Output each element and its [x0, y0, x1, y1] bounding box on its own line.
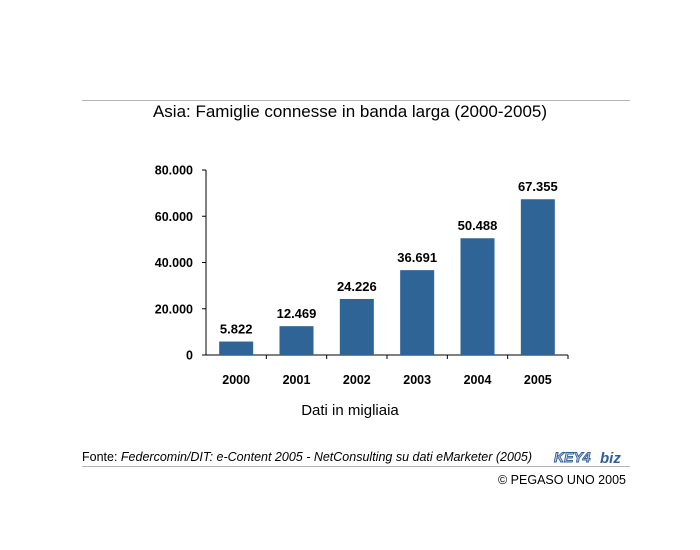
y-tick-label: 60.000: [155, 210, 193, 224]
x-tick-label: 2001: [283, 373, 311, 387]
y-tick-label: 40.000: [155, 256, 193, 270]
data-label: 50.488: [458, 218, 498, 233]
source-text: Federcomin/DIT: e-Content 2005 - NetCons…: [120, 450, 532, 464]
data-label: 12.469: [277, 306, 317, 321]
key4biz-logo: KEY4 biz: [554, 449, 622, 467]
y-tick-label: 20.000: [155, 302, 193, 316]
bar: [339, 298, 374, 355]
chart-title: Asia: Famiglie connesse in banda larga (…: [152, 102, 548, 121]
x-tick-label: 2004: [464, 373, 492, 387]
data-label: 5.822: [220, 322, 253, 337]
y-tick-label: 0: [186, 349, 193, 363]
source-prefix: Fonte:: [82, 450, 121, 464]
bar: [460, 238, 495, 355]
x-tick-label: 2005: [524, 373, 552, 387]
source-note: Fonte: Federcomin/DIT: e-Content 2005 - …: [82, 449, 532, 465]
logo-key-text: KEY4: [554, 449, 591, 465]
copyright: © PEGASO UNO 2005: [497, 473, 626, 487]
top-divider: [82, 100, 630, 101]
bar-chart: 0 20.000 40.000 60.000 80.000 5.822 2000 12.469…: [155, 164, 569, 387]
data-label: 24.226: [337, 279, 377, 294]
x-axis-label: Dati in migliaia: [301, 402, 399, 419]
x-tick-label: 2002: [343, 373, 371, 387]
bar: [279, 326, 314, 355]
x-tick-label: 2000: [222, 373, 250, 387]
x-tick-label: 2003: [403, 373, 431, 387]
y-tick-label: 80.000: [155, 164, 193, 178]
bar: [520, 199, 555, 355]
data-label: 36.691: [397, 250, 437, 265]
logo-biz-text: biz: [600, 450, 621, 467]
bar: [219, 341, 254, 355]
bar: [400, 270, 435, 355]
data-label: 67.355: [518, 179, 558, 194]
bottom-divider: [82, 466, 630, 467]
